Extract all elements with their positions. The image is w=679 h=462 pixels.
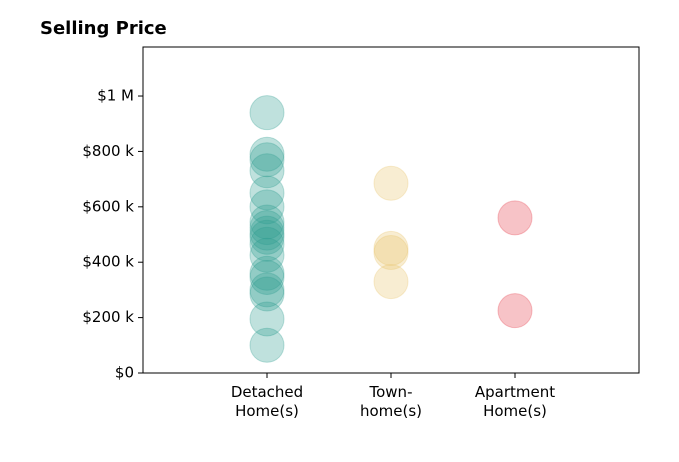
point: [497, 293, 533, 329]
y-tick-label: $400 k: [82, 253, 134, 271]
point: [249, 259, 285, 295]
y-tick-label: $1 M: [97, 87, 134, 105]
x-tick-label: Detached Home(s): [230, 383, 304, 420]
point: [373, 235, 409, 271]
y-tick-label: $800 k: [82, 142, 134, 160]
point: [249, 272, 285, 308]
point: [249, 175, 285, 211]
point: [249, 189, 285, 225]
point: [249, 327, 285, 363]
point: [249, 276, 285, 312]
point: [497, 200, 533, 236]
y-tick-label: $200 k: [82, 308, 134, 326]
point: [249, 301, 285, 337]
point: [373, 165, 409, 201]
y-tick-label: $600 k: [82, 197, 134, 215]
point: [249, 210, 285, 246]
point: [373, 264, 409, 300]
point: [249, 142, 285, 178]
x-tick-label: Town- home(s): [359, 383, 423, 420]
point: [249, 255, 285, 291]
point: [249, 204, 285, 240]
x-tick-label: Apartment Home(s): [474, 383, 556, 420]
y-tick-label: $0: [115, 364, 134, 382]
point: [249, 215, 285, 251]
chart-title: Selling Price: [40, 18, 167, 39]
point: [249, 226, 285, 262]
point: [373, 230, 409, 266]
point: [249, 136, 285, 172]
point: [249, 153, 285, 189]
plot-frame: [142, 46, 640, 374]
point: [249, 237, 285, 273]
point: [249, 219, 285, 255]
point: [249, 95, 285, 131]
